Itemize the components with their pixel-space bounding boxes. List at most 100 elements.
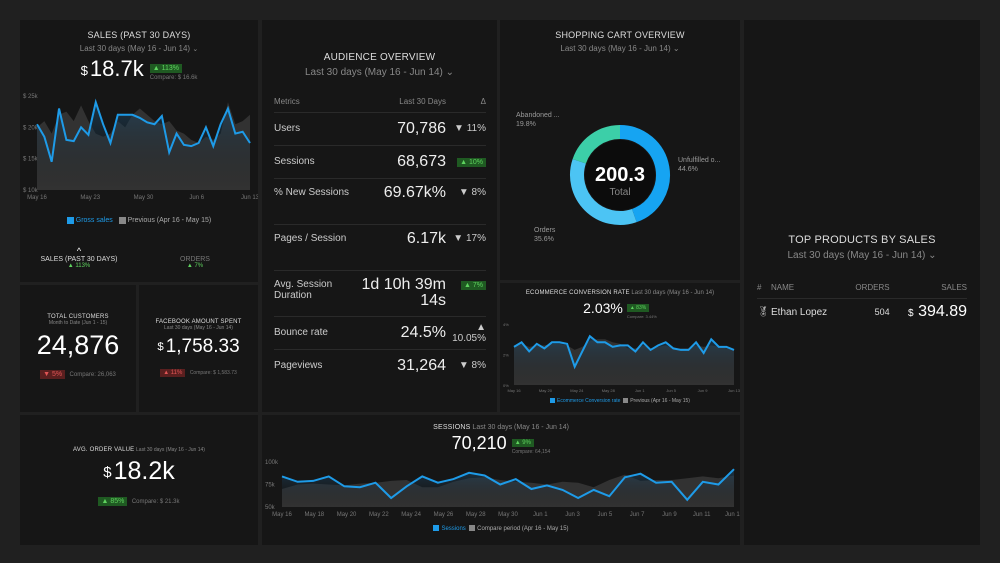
x-tick-label: Jun 13 — [725, 512, 740, 518]
slice-label: Abandoned ... — [516, 112, 560, 119]
customers-range[interactable]: Month to Date (Jun 1 - 15) — [48, 320, 108, 326]
facebook-delta: ▲ 11% — [160, 369, 186, 377]
metric-label: Sessions — [274, 144, 354, 178]
metric-delta: ▼ 8% — [458, 360, 486, 372]
y-tick-label: 2% — [503, 353, 509, 358]
product-name: Ethan Lopez — [771, 306, 828, 318]
x-tick-label: May 24 — [570, 388, 584, 393]
slice-percent: 44.6% — [678, 166, 698, 173]
header-rank: # — [757, 283, 762, 293]
metric-value: 24.5% — [354, 315, 446, 349]
y-tick-label: 0% — [503, 383, 509, 388]
metric-label: Bounce rate — [274, 315, 354, 349]
audience-overview-panel: AUDIENCE OVERVIEW Last 30 days (May 16 -… — [262, 20, 497, 412]
checkbox-icon — [66, 217, 74, 224]
metric-delta: ▼ 8% — [458, 186, 486, 198]
x-tick-label: May 30 — [134, 195, 154, 201]
customers-title: TOTAL CUSTOMERS — [47, 314, 109, 320]
ecom-legend: Ecommerce Conversion rate Previous (Apr … — [500, 398, 740, 404]
x-tick-label: May 20 — [539, 388, 553, 393]
donut-hole — [585, 140, 655, 210]
currency: $ — [80, 62, 88, 78]
sales-range: Last 30 days (May 16 - Jun 14) — [79, 44, 191, 53]
chevron-down-icon: ⌄ — [445, 67, 455, 78]
primary-series-line — [513, 334, 735, 370]
ecom-value: 2.03% — [583, 299, 623, 316]
x-tick-label: Jun 11 — [693, 512, 711, 518]
metric-value: 1d 10h 39m 14s — [354, 269, 446, 316]
top-products-panel: TOP PRODUCTS BY SALES Last 30 days (May … — [744, 20, 980, 545]
sessions-legend: Sessions Compare period (Apr 16 - May 15… — [262, 525, 740, 532]
metric-label: Users — [274, 111, 354, 145]
caret-up-icon: ^ — [76, 246, 82, 256]
legend-previous[interactable]: Previous (Apr 16 - May 15) — [623, 398, 690, 404]
tab-label: SALES (PAST 30 DAYS) — [40, 256, 118, 263]
metric-label: % New Sessions — [274, 177, 354, 224]
aov-value: 18.2k — [113, 457, 175, 485]
ecom-title: ECOMMERCE CONVERSION RATE — [525, 290, 630, 296]
header-orders: ORDERS — [855, 283, 890, 293]
audience-title: AUDIENCE OVERVIEW — [323, 52, 436, 63]
cart-range: Last 30 days (May 16 - Jun 14) — [560, 44, 671, 53]
table-row[interactable]: Users 70,786 ▼ 11% — [274, 111, 486, 145]
metric-delta: ▲ 7% — [461, 280, 486, 290]
legend-ecom[interactable]: Ecommerce Conversion rate — [550, 398, 620, 404]
y-tick-label: 100k — [265, 460, 279, 466]
slice-percent: 19.8% — [516, 121, 536, 128]
legend-previous[interactable]: Previous (Apr 16 - May 15) — [118, 217, 211, 224]
ecom-compare: Compare: 3.44% — [626, 314, 657, 319]
cart-range-dropdown[interactable]: Last 30 days (May 16 - Jun 14) ⌄ — [500, 44, 740, 53]
table-row[interactable]: Avg. Session Duration 1d 10h 39m 14s ▲ 7… — [274, 269, 486, 316]
legend-label: Previous (Apr 16 - May 15) — [630, 398, 690, 404]
sales-legend: Gross sales Previous (Apr 16 - May 15) — [20, 217, 258, 224]
x-tick-label: May 23 — [80, 195, 100, 201]
donut-slice — [570, 158, 637, 225]
tab-delta: ▲ 113% — [67, 263, 91, 269]
sessions-panel: SESSIONS Last 30 days (May 16 - Jun 14) … — [262, 415, 740, 545]
header-last-30: Last 30 Days — [399, 97, 446, 107]
products-table: # NAME ORDERS SALES 🏅︎ Ethan Lopez 504 $… — [757, 278, 967, 326]
primary-series-area — [37, 102, 250, 190]
x-tick-label: Jun 5 — [598, 512, 613, 518]
x-tick-label: Jun 6 — [189, 195, 204, 201]
table-row[interactable]: 🏅︎ Ethan Lopez 504 $ 394.89 — [757, 298, 967, 326]
metric-label: Avg. Session Duration — [274, 269, 354, 316]
legend-gross-sales[interactable]: Gross sales — [66, 217, 113, 225]
legend-sessions[interactable]: Sessions — [433, 525, 466, 532]
ecom-delta: ▲ 83% — [626, 304, 650, 312]
x-tick-label: May 20 — [337, 512, 357, 518]
y-tick-label: $ 10k — [23, 188, 39, 194]
tab-orders[interactable]: ORDERS ▲ 7% — [150, 256, 240, 269]
legend-compare[interactable]: Compare period (Apr 16 - May 15) — [469, 525, 569, 532]
sessions-range[interactable]: Last 30 days (May 16 - Jun 14) — [472, 424, 569, 431]
product-orders: 504 — [874, 307, 890, 318]
sales-value: 18.7k — [89, 56, 144, 81]
ecom-range[interactable]: Last 30 days (May 16 - Jun 14) — [631, 290, 715, 296]
audience-range-dropdown[interactable]: Last 30 days (May 16 - Jun 14) ⌄ — [262, 67, 497, 78]
products-title: TOP PRODUCTS BY SALES — [788, 234, 936, 246]
y-tick-label: 75k — [265, 483, 276, 489]
donut-slice — [619, 125, 670, 223]
x-tick-label: Jun 13 — [241, 195, 258, 201]
audience-table: Metrics Last 30 Days Δ Users 70,786 ▼ 11% S… — [274, 92, 486, 382]
chevron-down-icon: ⌄ — [928, 250, 937, 261]
header-metrics: Metrics — [274, 97, 300, 107]
x-tick-label: May 22 — [369, 512, 389, 518]
aov-range[interactable]: Last 30 days (May 16 - Jun 14) — [136, 447, 205, 453]
table-row[interactable]: % New Sessions 69.67k% ▼ 8% — [274, 177, 486, 224]
legend-label: Gross sales — [75, 217, 113, 225]
facebook-range[interactable]: Last 30 days (May 16 - Jun 14) — [164, 325, 233, 331]
metric-label: Pageviews — [274, 348, 354, 382]
table-row[interactable]: Pages / Session 6.17k ▼ 17% — [274, 223, 486, 270]
products-range-dropdown[interactable]: Last 30 days (May 16 - Jun 14) ⌄ — [744, 250, 980, 261]
facebook-value: 1,758.33 — [165, 336, 240, 357]
tab-sales[interactable]: ^ SALES (PAST 30 DAYS) ▲ 113% — [34, 246, 124, 269]
sales-range-dropdown[interactable]: Last 30 days (May 16 - Jun 14) ⌄ — [20, 44, 258, 53]
primary-series-line — [36, 98, 251, 163]
table-row[interactable]: Bounce rate 24.5% ▲ 10.05% — [274, 315, 486, 349]
table-row[interactable]: Pageviews 31,264 ▼ 8% — [274, 348, 486, 382]
x-tick-label: Jun 1 — [533, 512, 548, 518]
sessions-value: 70,210 — [451, 432, 507, 453]
table-row[interactable]: Sessions 68,673 ▲ 10% — [274, 144, 486, 178]
